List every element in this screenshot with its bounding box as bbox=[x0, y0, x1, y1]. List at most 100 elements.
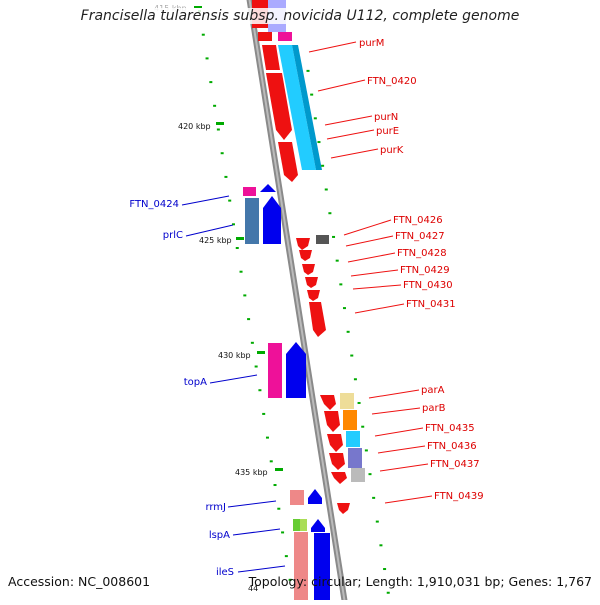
gene-FTN_0428 bbox=[302, 264, 315, 275]
gene-label[interactable]: parA bbox=[421, 385, 445, 396]
gene-FTN_0437-gray bbox=[351, 468, 365, 482]
scale-dot bbox=[205, 57, 209, 60]
gene-FTN_0424-small bbox=[243, 187, 256, 196]
gene-small-red bbox=[258, 32, 272, 41]
tick bbox=[216, 122, 224, 125]
gene-FTN_0436 bbox=[329, 453, 345, 470]
gene-label[interactable]: FTN_0426 bbox=[393, 215, 443, 226]
gene-FTN_0435 bbox=[327, 434, 343, 452]
gene-purK-body bbox=[278, 142, 298, 182]
gene-label[interactable]: prlC bbox=[163, 230, 183, 241]
scale-dot bbox=[379, 544, 383, 547]
scale-dot bbox=[353, 378, 357, 381]
gene-parB-orange bbox=[343, 410, 357, 430]
gene-ileS-pink bbox=[294, 532, 308, 600]
scale-dot bbox=[220, 152, 224, 155]
scale-dot bbox=[288, 578, 292, 581]
gene-label[interactable]: FTN_0430 bbox=[403, 280, 453, 291]
scale-dot bbox=[247, 318, 251, 321]
gene-label[interactable]: ileS bbox=[216, 567, 234, 578]
tick bbox=[236, 237, 244, 240]
scale-dot bbox=[339, 283, 343, 286]
scale-dot bbox=[228, 199, 232, 202]
forward-gene-labels: FTN_0424 prlC topA rrmJ lspA ileS bbox=[129, 199, 234, 578]
scale-label: 435 kbp bbox=[235, 468, 268, 477]
scale-dot bbox=[216, 128, 220, 131]
scale-dot bbox=[250, 341, 254, 344]
tick bbox=[257, 351, 265, 354]
gene-label[interactable]: FTN_0429 bbox=[400, 265, 450, 276]
gene-label[interactable]: purN bbox=[374, 112, 398, 123]
scale-dot bbox=[361, 425, 365, 428]
scale-dot bbox=[306, 69, 310, 72]
gene-label[interactable]: FTN_0428 bbox=[397, 248, 447, 259]
scale-dot bbox=[357, 401, 361, 404]
gene-label[interactable]: FTN_0436 bbox=[427, 441, 477, 452]
scale-dot bbox=[321, 164, 325, 167]
scale-dot bbox=[368, 473, 372, 476]
gene-label[interactable]: purM bbox=[359, 38, 384, 49]
gene-label[interactable]: FTN_0424 bbox=[129, 199, 179, 210]
scale-dot bbox=[364, 449, 368, 452]
scale-dot bbox=[342, 307, 346, 310]
scale-dot bbox=[239, 270, 243, 273]
scale-dot bbox=[324, 188, 328, 191]
gene-lspA-green bbox=[293, 519, 300, 531]
gene-label[interactable]: purK bbox=[380, 145, 404, 156]
gene-FTN_0427 bbox=[299, 250, 312, 261]
gene-FTN_0420-shade bbox=[292, 45, 322, 170]
gene-FTN_0431 bbox=[309, 302, 326, 337]
gene-rrmJ-arrow bbox=[308, 489, 322, 504]
gene-FTN_0437 bbox=[331, 472, 347, 484]
scale-dot bbox=[243, 294, 247, 297]
gene-label[interactable]: FTN_0420 bbox=[367, 76, 417, 87]
scale-label: 425 kbp bbox=[199, 236, 232, 245]
gene-prlC-arrow bbox=[263, 196, 281, 244]
gene-FTN_0429 bbox=[305, 277, 318, 288]
map-title: Francisella tularensis subsp. novicida U… bbox=[0, 8, 600, 24]
genome-summary: Topology: circular; Length: 1,910,031 bp… bbox=[248, 574, 592, 589]
scale-dot bbox=[372, 496, 376, 499]
gene-label[interactable]: FTN_0435 bbox=[425, 423, 475, 434]
scale-dot bbox=[277, 507, 281, 510]
gene-label[interactable]: FTN_0427 bbox=[395, 231, 445, 242]
scale-dot bbox=[310, 93, 314, 96]
reverse-leaders bbox=[308, 41, 433, 504]
gene-FTN_0420-body bbox=[278, 45, 316, 170]
gene-label[interactable]: FTN_0431 bbox=[406, 299, 456, 310]
scale-dot bbox=[346, 330, 350, 333]
scale-dot bbox=[269, 460, 273, 463]
forward-leaders bbox=[181, 195, 286, 573]
gene-lspA-arrow bbox=[311, 519, 325, 532]
scale-dot bbox=[235, 247, 239, 250]
gene-label[interactable]: rrmJ bbox=[205, 502, 226, 513]
scale-dot bbox=[201, 33, 205, 36]
scale-dot bbox=[231, 223, 235, 226]
scale-dot bbox=[350, 354, 354, 357]
scale-dot bbox=[258, 389, 262, 392]
scale-dot bbox=[313, 117, 317, 120]
gene-gray-small bbox=[316, 235, 329, 244]
gene-prlC-body bbox=[245, 198, 259, 244]
gene-parA-pale bbox=[340, 393, 354, 409]
gene-label[interactable]: purE bbox=[376, 126, 399, 137]
gene-label[interactable]: FTN_0439 bbox=[434, 491, 484, 502]
gene-parB bbox=[324, 411, 340, 432]
scale-dot bbox=[265, 436, 269, 439]
gene-label[interactable]: FTN_0437 bbox=[430, 459, 480, 470]
scale-dot bbox=[284, 555, 288, 558]
gene-label[interactable]: topA bbox=[184, 377, 207, 388]
gene-topA-arrow bbox=[286, 342, 306, 398]
scale-label: 430 kbp bbox=[218, 351, 251, 360]
gene-parA bbox=[320, 395, 336, 410]
reverse-gene-labels: purM FTN_0420 purN purE purK FTN_0426 FT… bbox=[359, 38, 484, 502]
gene-label[interactable]: parB bbox=[422, 403, 446, 414]
scale-dot bbox=[383, 568, 387, 571]
accession-label: Accession: NC_008601 bbox=[8, 574, 151, 589]
gene-FTN_0430 bbox=[307, 290, 320, 301]
tick bbox=[194, 6, 202, 8]
scale-label: 44 bbox=[248, 584, 258, 593]
gene-label[interactable]: lspA bbox=[209, 530, 230, 541]
